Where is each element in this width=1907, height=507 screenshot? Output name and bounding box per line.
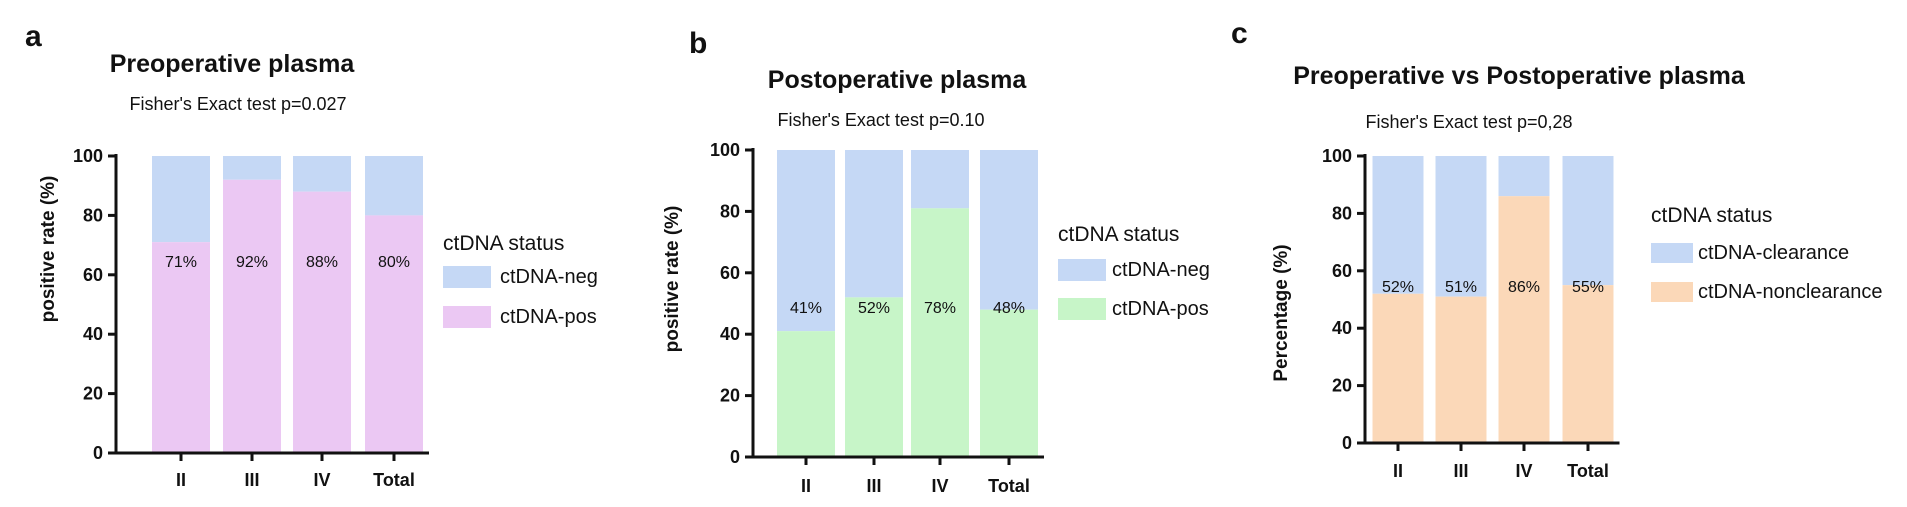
y-tick-label: 60 bbox=[720, 263, 740, 283]
y-axis-label: Percentage (%) bbox=[1271, 244, 1292, 381]
legend-item: ctDNA-neg bbox=[1112, 259, 1210, 281]
x-tick-label: III bbox=[866, 476, 881, 496]
data-label: 88% bbox=[306, 254, 338, 271]
bar-ctDNA-pos-III bbox=[845, 297, 903, 457]
y-tick-label: 0 bbox=[93, 443, 103, 463]
x-tick-label: Total bbox=[373, 470, 415, 490]
data-label: 78% bbox=[924, 300, 956, 317]
legend-swatch bbox=[443, 266, 491, 288]
bar-ctDNA-neg-III bbox=[223, 156, 281, 180]
legend-item: ctDNA-neg bbox=[500, 266, 598, 288]
data-label: 86% bbox=[1508, 279, 1540, 296]
legend-title: ctDNA status bbox=[1058, 223, 1179, 246]
x-tick-label: III bbox=[1453, 461, 1468, 481]
bar-ctDNA-nonclearance-IV bbox=[1498, 196, 1550, 443]
data-label: 55% bbox=[1572, 279, 1604, 296]
x-tick-label: II bbox=[176, 470, 186, 490]
bar-ctDNA-neg-Total bbox=[365, 156, 423, 216]
y-tick-label: 20 bbox=[83, 384, 103, 404]
legend-item: ctDNA-pos bbox=[500, 306, 597, 328]
x-tick-label: II bbox=[1393, 461, 1403, 481]
bar-ctDNA-pos-II bbox=[152, 242, 210, 453]
bar-ctDNA-pos-Total bbox=[365, 215, 423, 453]
y-tick-label: 80 bbox=[1332, 203, 1352, 223]
bar-ctDNA-clearance-Total bbox=[1562, 156, 1614, 286]
bar-ctDNA-clearance-III bbox=[1435, 156, 1487, 297]
bar-ctDNA-clearance-II bbox=[1372, 156, 1424, 294]
bar-ctDNA-pos-III bbox=[223, 179, 281, 453]
x-tick-label: IV bbox=[1515, 461, 1532, 481]
legend-swatch bbox=[1651, 282, 1693, 302]
data-label: 41% bbox=[790, 300, 822, 317]
y-tick-label: 80 bbox=[83, 205, 103, 225]
y-tick-label: 0 bbox=[1342, 433, 1352, 453]
bar-ctDNA-neg-IV bbox=[293, 156, 351, 192]
chart-panel-b: b Postoperative plasma Fisher's Exact test… bbox=[662, 27, 1210, 496]
chart-panel-a: a Preoperative plasma Fisher's Exact test … bbox=[25, 20, 598, 490]
chart-subtitle: Fisher's Exact test p=0.027 bbox=[129, 94, 346, 114]
data-label: 48% bbox=[993, 300, 1025, 317]
x-tick-label: IV bbox=[313, 470, 330, 490]
legend-title: ctDNA status bbox=[1651, 204, 1772, 227]
bar-ctDNA-pos-II bbox=[777, 331, 835, 457]
legend-item: ctDNA-clearance bbox=[1698, 242, 1849, 264]
legend-title: ctDNA status bbox=[443, 232, 564, 255]
data-label: 80% bbox=[378, 254, 410, 271]
y-tick-label: 60 bbox=[83, 265, 103, 285]
legend-item: ctDNA-nonclearance bbox=[1698, 281, 1883, 303]
data-label: 92% bbox=[236, 254, 268, 271]
chart-title: Preoperative vs Postoperative plasma bbox=[1293, 62, 1746, 90]
bar-ctDNA-clearance-IV bbox=[1498, 156, 1550, 197]
chart-title: Preoperative plasma bbox=[110, 50, 356, 78]
chart-title: Postoperative plasma bbox=[768, 66, 1028, 94]
chart-subtitle: Fisher's Exact test p=0,28 bbox=[1365, 112, 1572, 132]
bar-ctDNA-neg-IV bbox=[911, 150, 969, 209]
x-tick-label: Total bbox=[1567, 461, 1609, 481]
y-tick-label: 100 bbox=[1322, 146, 1352, 166]
y-tick-label: 0 bbox=[730, 447, 740, 467]
bar-ctDNA-pos-IV bbox=[293, 191, 351, 453]
bar-ctDNA-nonclearance-Total bbox=[1562, 285, 1614, 443]
bar-ctDNA-nonclearance-II bbox=[1372, 293, 1424, 443]
y-tick-label: 60 bbox=[1332, 261, 1352, 281]
panel-letter: a bbox=[25, 20, 42, 53]
x-tick-label: III bbox=[244, 470, 259, 490]
bar-ctDNA-nonclearance-III bbox=[1435, 296, 1487, 443]
y-tick-label: 100 bbox=[73, 146, 103, 166]
data-label: 52% bbox=[1382, 279, 1414, 296]
data-label: 52% bbox=[858, 300, 890, 317]
panel-letter: b bbox=[689, 27, 707, 60]
legend-item: ctDNA-pos bbox=[1112, 298, 1209, 320]
panel-letter: c bbox=[1231, 17, 1248, 50]
y-axis-label: positive rate (%) bbox=[38, 176, 59, 323]
bar-ctDNA-pos-Total bbox=[980, 309, 1038, 457]
y-tick-label: 20 bbox=[720, 386, 740, 406]
y-tick-label: 40 bbox=[83, 324, 103, 344]
legend-swatch bbox=[443, 306, 491, 328]
legend-swatch bbox=[1651, 243, 1693, 263]
x-tick-label: II bbox=[801, 476, 811, 496]
legend-swatch bbox=[1058, 259, 1106, 281]
legend-swatch bbox=[1058, 298, 1106, 320]
x-tick-label: IV bbox=[931, 476, 948, 496]
bar-ctDNA-pos-IV bbox=[911, 208, 969, 457]
bar-ctDNA-neg-Total bbox=[980, 150, 1038, 310]
y-tick-label: 80 bbox=[720, 201, 740, 221]
y-tick-label: 20 bbox=[1332, 376, 1352, 396]
bar-ctDNA-neg-II bbox=[152, 156, 210, 243]
chart-subtitle: Fisher's Exact test p=0.10 bbox=[777, 110, 984, 130]
data-label: 51% bbox=[1445, 279, 1477, 296]
x-tick-label: Total bbox=[988, 476, 1030, 496]
y-tick-label: 40 bbox=[720, 324, 740, 344]
chart-panel-c: c Preoperative vs Postoperative plasma Fis… bbox=[1231, 17, 1883, 481]
bar-ctDNA-neg-II bbox=[777, 150, 835, 332]
data-label: 71% bbox=[165, 254, 197, 271]
y-tick-label: 40 bbox=[1332, 318, 1352, 338]
bar-ctDNA-neg-III bbox=[845, 150, 903, 298]
y-tick-label: 100 bbox=[710, 140, 740, 160]
y-axis-label: positive rate (%) bbox=[662, 206, 683, 353]
